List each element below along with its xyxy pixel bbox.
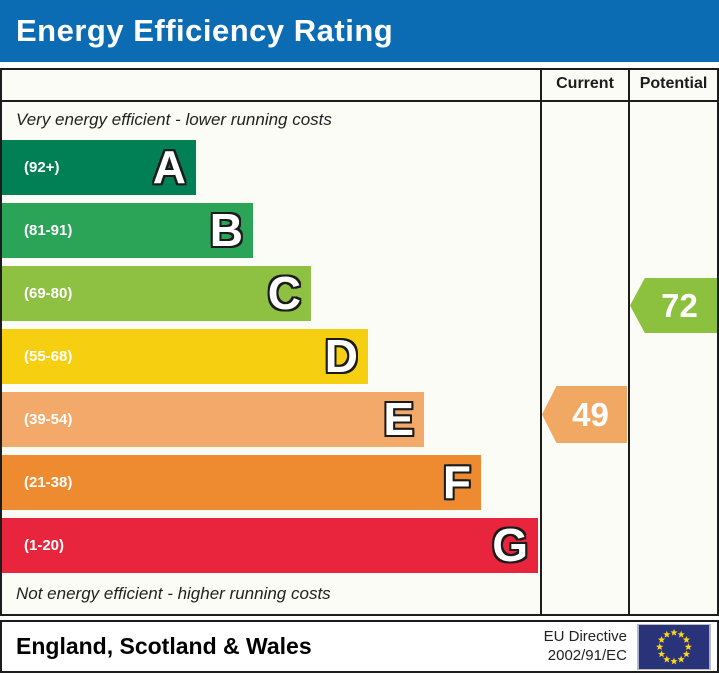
bottom-caption: Not energy efficient - higher running co… — [16, 584, 331, 603]
band-g: (1-20) G — [2, 518, 538, 573]
potential-rating-value: 72 — [661, 286, 698, 324]
band-g-range: (1-20) — [24, 537, 65, 554]
band-e-letter: E — [383, 393, 414, 445]
potential-rating-arrow: 72 — [630, 278, 717, 333]
potential-column-divider — [628, 68, 630, 616]
band-a-range: (92+) — [24, 159, 60, 176]
current-rating-arrow: 49 — [542, 386, 627, 443]
band-g-letter: G — [492, 519, 528, 571]
top-caption: Very energy efficient - lower running co… — [16, 110, 332, 129]
band-f-range: (21-38) — [24, 474, 73, 491]
eu-directive-line2: 2002/91/EC — [547, 646, 627, 664]
eu-directive-line1: EU Directive — [543, 627, 627, 645]
current-rating-value: 49 — [572, 395, 609, 433]
band-e-range: (39-54) — [24, 411, 73, 428]
band-b-letter: B — [209, 204, 243, 256]
band-d-letter: D — [324, 330, 358, 382]
band-b-range: (81-91) — [24, 222, 73, 239]
page-title: Energy Efficiency Rating — [16, 13, 394, 48]
band-c-range: (69-80) — [24, 285, 73, 302]
eu-directive-label: EU Directive 2002/91/EC — [544, 628, 637, 666]
current-column-divider — [540, 68, 542, 616]
band-f-letter: F — [442, 456, 471, 508]
band-c: (69-80) C — [2, 266, 311, 321]
band-e: (39-54) E — [2, 392, 424, 447]
band-a: (92+) A — [2, 140, 196, 195]
title-bar: Energy Efficiency Rating — [0, 0, 719, 62]
band-f: (21-38) F — [2, 455, 481, 510]
footer-bar: England, Scotland & Wales EU Directive 2… — [0, 620, 719, 673]
band-d: (55-68) D — [2, 329, 368, 384]
region-label: England, Scotland & Wales — [16, 633, 312, 659]
header-row-divider — [0, 100, 719, 102]
eu-flag-icon — [637, 623, 711, 670]
band-a-letter: A — [152, 141, 186, 193]
current-column-header: Current — [556, 75, 614, 92]
band-c-letter: C — [267, 267, 301, 319]
potential-column-header: Potential — [639, 75, 708, 92]
band-b: (81-91) B — [2, 203, 253, 258]
band-d-range: (55-68) — [24, 348, 73, 365]
